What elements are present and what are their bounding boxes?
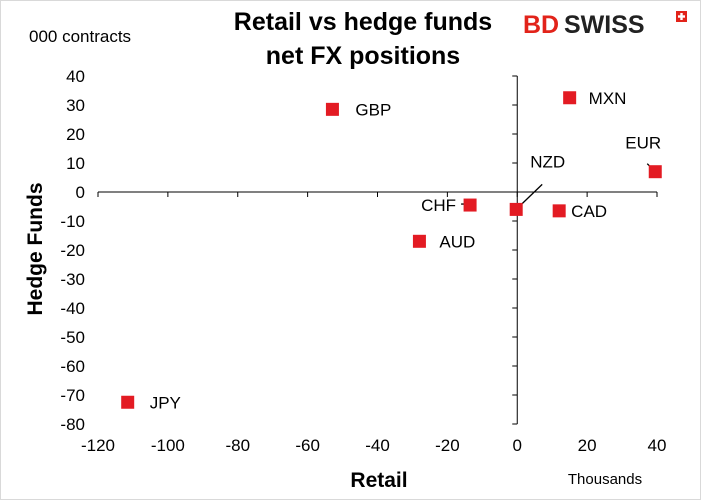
point-label-gbp: GBP [355, 100, 391, 119]
data-points [121, 91, 662, 409]
y-tick-labels: 40 30 20 10 0 -10 -20 -30 -40 -50 -60 -70 -80 [60, 67, 85, 434]
x-tick-label: -60 [295, 436, 320, 455]
x-tick-label: 20 [578, 436, 597, 455]
y-tick-label: 40 [66, 67, 85, 86]
x-tick-label: -100 [151, 436, 185, 455]
swiss-cross-icon [676, 11, 687, 22]
point-label-cad: CAD [571, 202, 607, 221]
y-tick-label: 0 [76, 183, 85, 202]
point-label-jpy: JPY [150, 393, 181, 412]
point-jpy [121, 395, 135, 409]
point-labels: GBP MXN EUR NZD CHF CAD AUD JPY [150, 89, 662, 413]
point-eur [648, 165, 662, 179]
point-aud [412, 234, 426, 248]
y-tick-label: 20 [66, 125, 85, 144]
y-tick-label: -30 [60, 270, 85, 289]
point-label-aud: AUD [439, 232, 475, 251]
point-mxn [563, 91, 577, 105]
point-label-chf: CHF [421, 196, 456, 215]
y-tick-label: -10 [60, 212, 85, 231]
x-tick-label: 0 [513, 436, 522, 455]
y-tick-label: -80 [60, 415, 85, 434]
point-label-eur: EUR [625, 134, 661, 153]
y-tick-label: -50 [60, 328, 85, 347]
logo-text-bd: BD [523, 11, 559, 39]
y-tick-label: -40 [60, 299, 85, 318]
point-label-nzd: NZD [530, 152, 565, 171]
x-tick-label: -80 [225, 436, 250, 455]
scale-note: Thousands [568, 471, 642, 488]
x-tick-label: -40 [365, 436, 390, 455]
chart-title-line-2: net FX positions [266, 42, 460, 70]
x-axis-title: Retail [350, 469, 407, 492]
y-tick-label: 10 [66, 154, 85, 173]
point-label-mxn: MXN [589, 89, 627, 108]
axes [97, 75, 658, 425]
y-tick-label: 30 [66, 96, 85, 115]
logo-text-swiss: SWISS [564, 11, 645, 39]
chart-title-line-1: Retail vs hedge funds [234, 8, 492, 36]
x-tick-label: 40 [648, 436, 667, 455]
brand-logo: BD SWISS [523, 11, 687, 39]
point-gbp [325, 102, 339, 116]
y-tick-label: -20 [60, 241, 85, 260]
point-nzd [509, 202, 523, 216]
y-tick-label: -60 [60, 357, 85, 376]
x-tick-label: -120 [81, 436, 115, 455]
y-axis-title: Hedge Funds [24, 182, 47, 315]
units-label: 000 contracts [29, 27, 131, 46]
point-cad [552, 204, 566, 218]
x-tick-labels: -120 -100 -80 -60 -40 -20 0 20 40 [81, 436, 666, 455]
x-tick-label: -20 [435, 436, 460, 455]
y-tick-label: -70 [60, 386, 85, 405]
point-chf [463, 198, 477, 212]
